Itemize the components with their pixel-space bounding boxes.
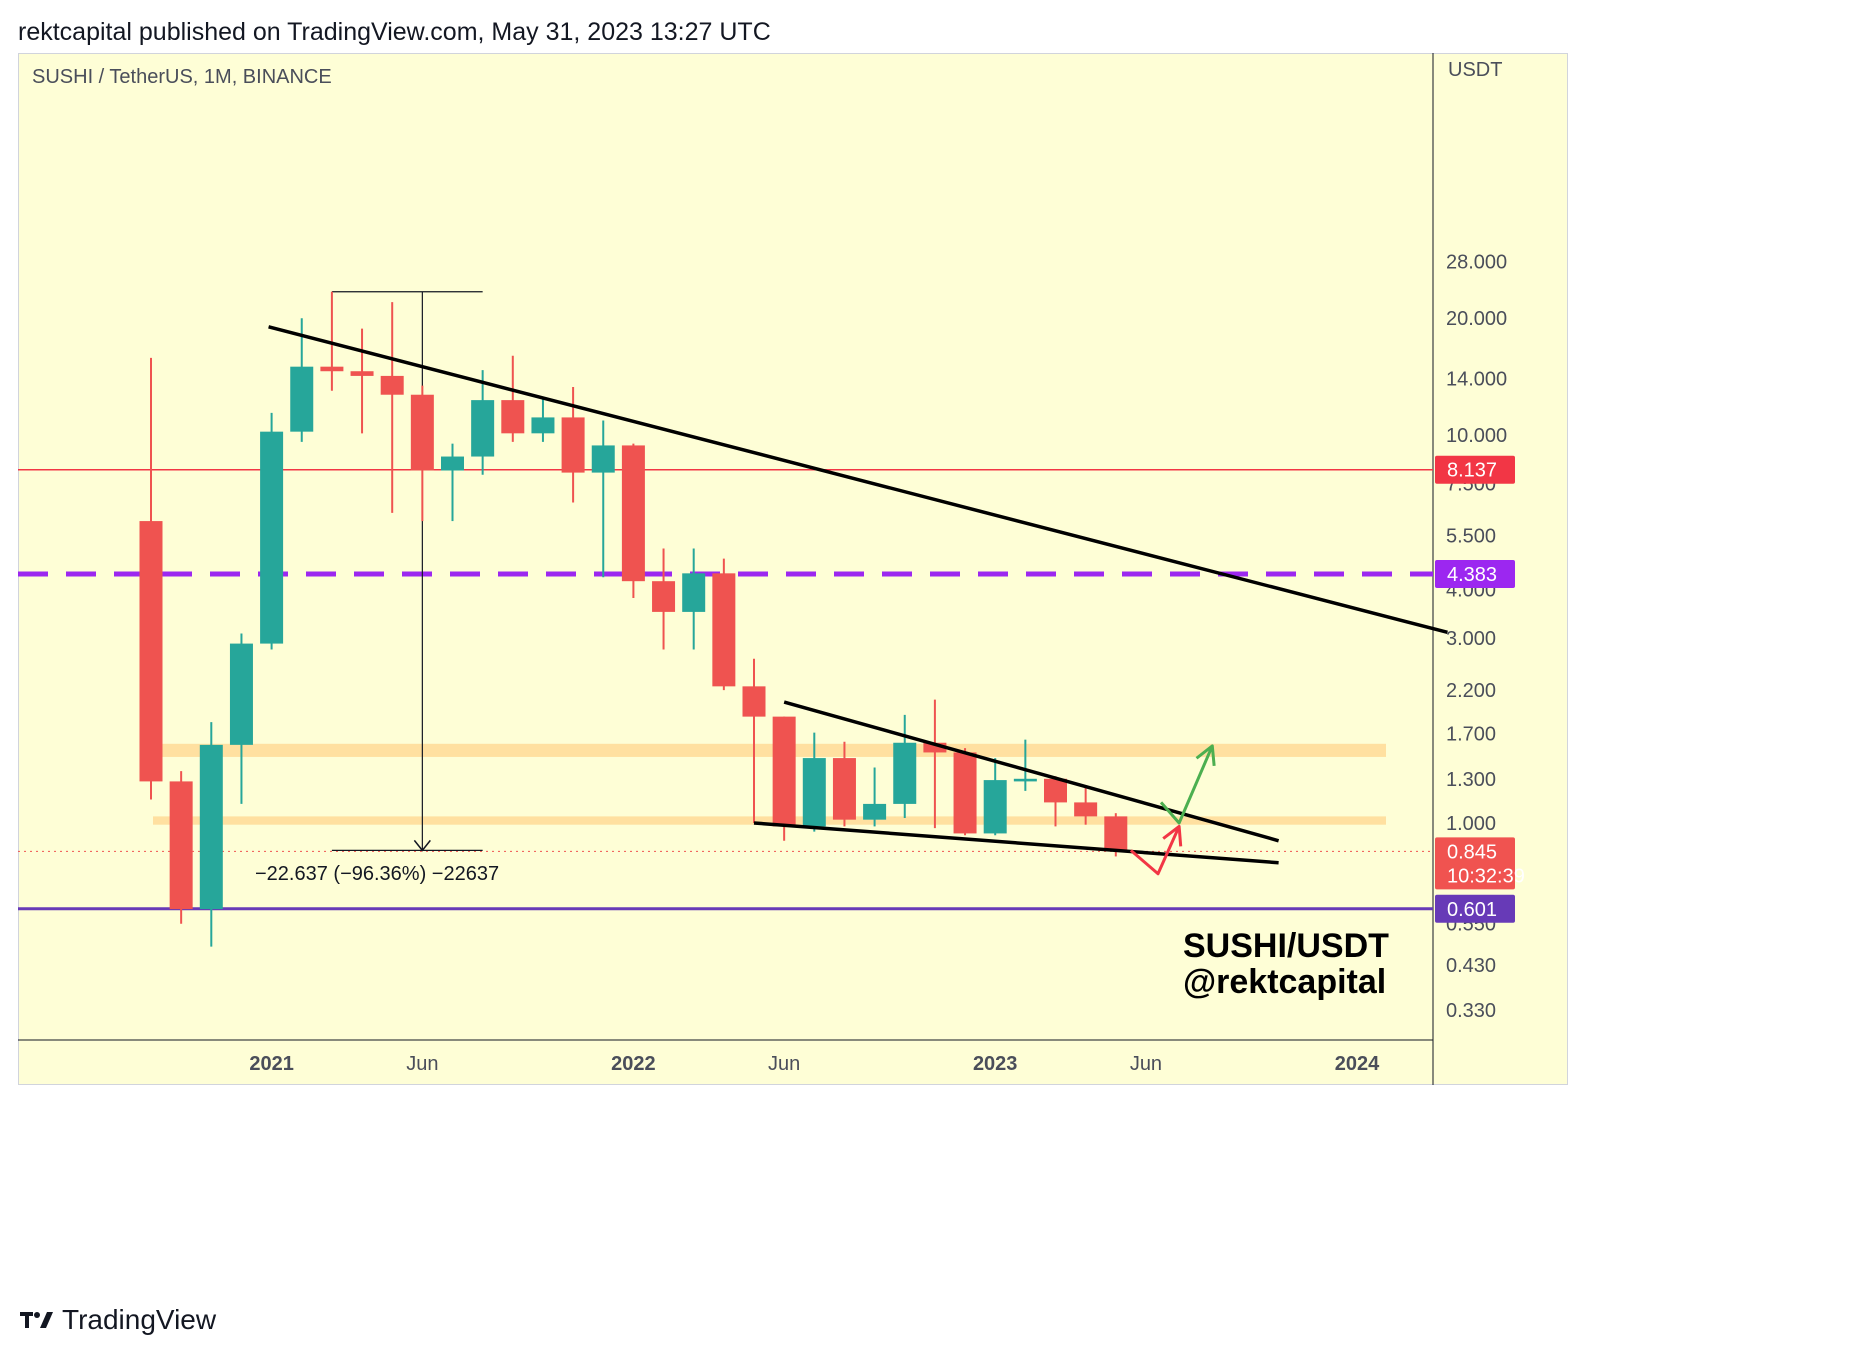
candle-body-2022-09[interactable] bbox=[863, 803, 887, 820]
candle-body-2021-06[interactable] bbox=[410, 394, 434, 471]
x-tick-label: 2022 bbox=[611, 1053, 656, 1075]
watermark-pair: SUSHI/USDT bbox=[1183, 927, 1389, 965]
candle-body-2022-01[interactable] bbox=[621, 445, 645, 582]
price-tag-2[interactable] bbox=[1435, 894, 1515, 923]
projection-path-1 bbox=[1159, 745, 1214, 825]
y-tick-label: 3.000 bbox=[1446, 628, 1496, 650]
projection-arrowhead-0 bbox=[1162, 824, 1183, 847]
measure-label: −22.637 (−96.36%) −22637 bbox=[255, 863, 499, 885]
panel-border bbox=[18, 53, 1568, 1085]
y-tick-label: 1.700 bbox=[1446, 724, 1496, 746]
y-axis-unit: USDT bbox=[1448, 59, 1502, 81]
y-tick-label: 0.430 bbox=[1446, 955, 1496, 977]
tradingview-logo-icon bbox=[20, 1312, 53, 1328]
candle-body-2023-03[interactable] bbox=[1044, 778, 1067, 803]
measure-arrowhead bbox=[413, 839, 431, 852]
x-tick-label: 2023 bbox=[973, 1053, 1018, 1075]
y-tick-label: 2.200 bbox=[1446, 680, 1496, 702]
candle-body-2022-10[interactable] bbox=[893, 742, 917, 804]
chart-panel[interactable]: −22.637 (−96.36%) −22637 SUSHI / TetherUS… bbox=[18, 53, 1850, 1283]
y-tick-label: 28.000 bbox=[1446, 252, 1507, 274]
candle-body-2021-08[interactable] bbox=[471, 400, 495, 457]
candle-body-2022-04[interactable] bbox=[712, 573, 736, 687]
candle-body-2020-10[interactable] bbox=[169, 781, 193, 910]
price-tag-label-1: 4.383 bbox=[1447, 564, 1497, 586]
candle-body-2021-07[interactable] bbox=[441, 456, 464, 471]
y-tick-label: 0.330 bbox=[1446, 1000, 1496, 1022]
y-tick-label: 1.300 bbox=[1446, 769, 1496, 791]
candle-body-2021-11[interactable] bbox=[561, 417, 585, 473]
candle-body-2020-09[interactable] bbox=[139, 521, 163, 782]
candle-body-2022-06[interactable] bbox=[772, 716, 796, 827]
candle-body-2022-05[interactable] bbox=[742, 686, 766, 717]
y-tick-label: 1.000 bbox=[1446, 813, 1496, 835]
y-tick-label: 5.500 bbox=[1446, 526, 1496, 548]
trendline-0[interactable] bbox=[268, 325, 1448, 635]
countdown-label: 10:32:39 bbox=[1447, 865, 1525, 887]
y-tick-label: 20.000 bbox=[1446, 308, 1507, 330]
candle-body-2021-10[interactable] bbox=[531, 417, 555, 434]
trendline-2[interactable] bbox=[753, 821, 1279, 865]
tradingview-logo-text: TradingView bbox=[62, 1304, 217, 1335]
candle-body-2023-01[interactable] bbox=[983, 780, 1007, 834]
x-tick-label: Jun bbox=[1130, 1053, 1162, 1075]
candle-body-2022-08[interactable] bbox=[832, 758, 856, 820]
x-tick-label: Jun bbox=[768, 1053, 800, 1075]
price-tag-0[interactable] bbox=[1435, 455, 1515, 484]
price-tag-label-3: 0.845 bbox=[1447, 841, 1497, 863]
candle-body-2021-12[interactable] bbox=[591, 445, 615, 473]
trendline-1[interactable] bbox=[783, 700, 1280, 843]
projection-path-0 bbox=[1129, 825, 1181, 876]
published-header: rektcapital published on TradingView.com… bbox=[18, 18, 771, 46]
candle-body-2021-04[interactable] bbox=[350, 371, 374, 376]
watermark-handle: @rektcapital bbox=[1183, 963, 1386, 1001]
x-tick-label: 2021 bbox=[249, 1053, 294, 1075]
candle-body-2020-12[interactable] bbox=[229, 643, 253, 745]
candle-body-2021-03[interactable] bbox=[320, 366, 344, 372]
price-tag-1[interactable] bbox=[1435, 559, 1515, 588]
projection-arrowhead-1 bbox=[1195, 744, 1216, 766]
x-tick-label: Jun bbox=[406, 1053, 438, 1075]
candle-body-2022-07[interactable] bbox=[802, 758, 826, 827]
candle-body-2021-09[interactable] bbox=[501, 400, 525, 434]
tradingview-logo[interactable]: TradingView bbox=[20, 1304, 216, 1336]
candle-body-2022-11[interactable] bbox=[923, 742, 947, 753]
support-zone-0 bbox=[153, 743, 1386, 757]
candle-body-2022-12[interactable] bbox=[953, 752, 977, 834]
candle-body-2023-04[interactable] bbox=[1074, 802, 1098, 817]
price-tag-3[interactable] bbox=[1435, 837, 1515, 890]
x-tick-label: 2024 bbox=[1335, 1053, 1380, 1075]
candle-body-2021-01[interactable] bbox=[260, 431, 284, 644]
price-tag-label-0: 8.137 bbox=[1447, 460, 1497, 482]
candle-body-2023-05[interactable] bbox=[1104, 816, 1128, 852]
candle-body-2023-02[interactable] bbox=[1013, 778, 1037, 782]
y-tick-label: 14.000 bbox=[1446, 368, 1507, 390]
y-tick-label: 10.000 bbox=[1446, 425, 1507, 447]
candle-body-2020-11[interactable] bbox=[199, 744, 223, 910]
price-tag-label-2: 0.601 bbox=[1447, 899, 1497, 921]
candle-body-2022-03[interactable] bbox=[682, 573, 706, 612]
candle-body-2021-05[interactable] bbox=[380, 375, 404, 395]
candle-body-2022-02[interactable] bbox=[652, 581, 676, 612]
symbol-title: SUSHI / TetherUS, 1M, BINANCE bbox=[32, 66, 332, 88]
candlestick-chart[interactable]: −22.637 (−96.36%) −22637 SUSHI / TetherUS… bbox=[18, 53, 1568, 1093]
candle-body-2021-02[interactable] bbox=[290, 366, 314, 432]
support-zone-1 bbox=[153, 816, 1386, 825]
